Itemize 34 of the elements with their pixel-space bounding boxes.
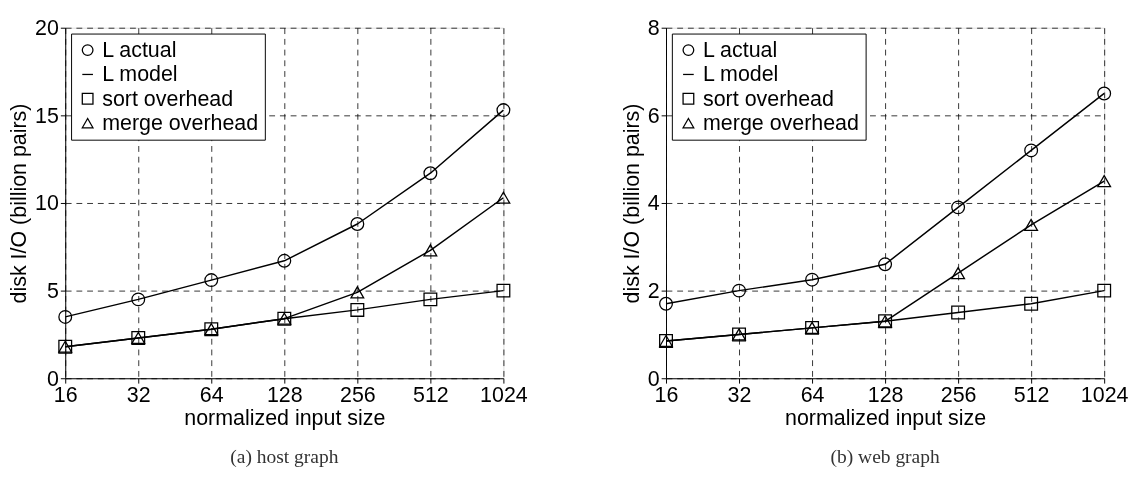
y-tick-label: 10 <box>35 191 59 216</box>
y-tick-label: 5 <box>47 278 59 303</box>
legend-label: sort overhead <box>102 86 234 111</box>
x-tick-label: 32 <box>727 383 752 408</box>
x-tick-label: 512 <box>1013 383 1050 408</box>
x-tick-label: 64 <box>800 383 825 408</box>
x-tick-label: 128 <box>266 383 303 408</box>
y-tick-label: 2 <box>647 278 660 303</box>
y-tick-label: 6 <box>647 103 660 128</box>
legend-label: L actual <box>703 37 778 62</box>
x-tick-label: 64 <box>199 383 224 408</box>
y-tick-label: 8 <box>647 16 660 41</box>
legend-label: L model <box>102 62 178 87</box>
y-tick-label: 20 <box>35 16 59 41</box>
legend-label: merge overhead <box>703 110 859 135</box>
x-tick-label: 1024 <box>480 383 528 408</box>
x-tick-label: 1024 <box>1080 383 1129 408</box>
y-axis-title: disk I/O (billion pairs) <box>7 103 32 304</box>
x-tick-label: 32 <box>126 383 151 408</box>
legend-label: L model <box>703 62 779 87</box>
x-tick-label: 256 <box>339 383 376 408</box>
legend-label: merge overhead <box>102 110 259 135</box>
x-axis-title: normalized input size <box>184 405 386 430</box>
legend-label: sort overhead <box>703 86 834 111</box>
y-axis-title: disk I/O (billion pairs) <box>620 103 645 304</box>
y-tick-label: 4 <box>647 191 660 216</box>
x-tick-label: 256 <box>940 383 977 408</box>
x-tick-label: 512 <box>413 383 449 408</box>
text: (b) web graph <box>830 445 940 468</box>
text: (a) host graph <box>230 445 339 468</box>
y-tick-label: 15 <box>35 103 59 128</box>
x-axis-title: normalized input size <box>785 405 987 430</box>
legend-label: L actual <box>102 37 177 62</box>
x-tick-label: 128 <box>867 383 904 408</box>
